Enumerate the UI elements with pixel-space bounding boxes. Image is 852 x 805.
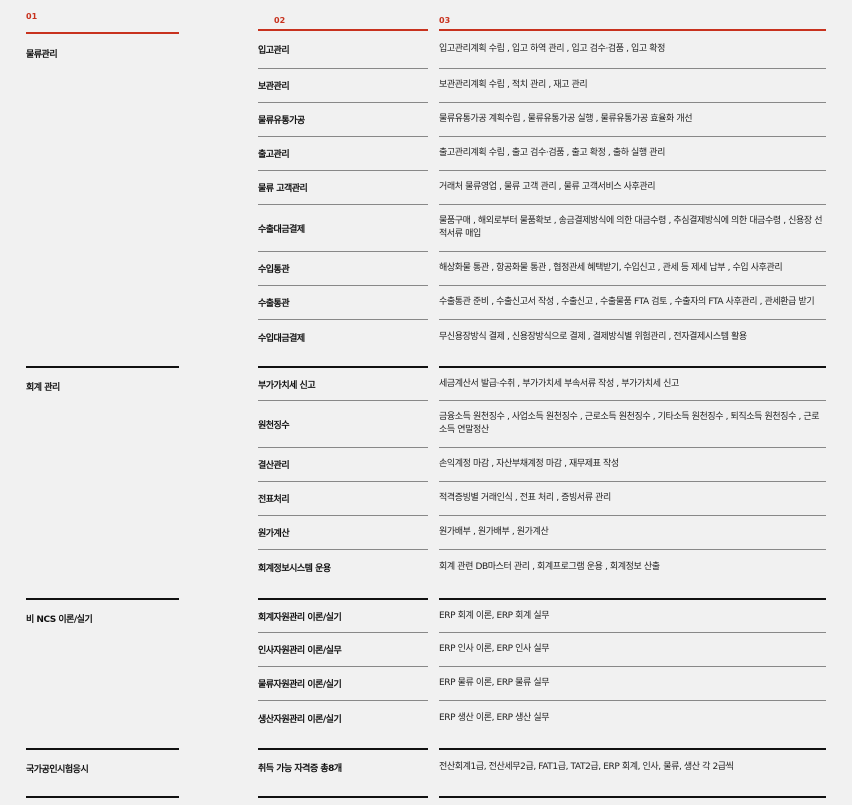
subject-description: 세금계산서 발급·수취 , 부가가치세 부속서류 작성 , 부가가치세 신고 bbox=[439, 366, 826, 400]
column-header-02: 02 bbox=[274, 16, 286, 25]
header-rule bbox=[258, 29, 428, 31]
subject-name: 결산관리 bbox=[258, 447, 428, 481]
table-row: 회계자원관리 이론/실기 ERP 회계 이론, ERP 회계 실무 bbox=[258, 598, 826, 632]
subject-description: 출고관리계획 수립 , 출고 검수·검품 , 출고 확정 , 출하 실행 관리 bbox=[439, 136, 826, 170]
subject-description: 수출통관 준비 , 수출신고서 작성 , 수출신고 , 수출물품 FTA 검토 … bbox=[439, 285, 826, 319]
subject-name: 원가계산 bbox=[258, 515, 428, 549]
section-title: 회계 관리 bbox=[26, 366, 179, 393]
table-row: 물류 고객관리 거래처 물류영업 , 물류 고객 관리 , 물류 고객서비스 사후… bbox=[258, 170, 826, 204]
column-header-03: 03 bbox=[439, 16, 451, 25]
subject-name: 출고관리 bbox=[258, 136, 428, 170]
table-row: 원천징수 금융소득 원천징수 , 사업소득 원천징수 , 근로소득 원천징수 , … bbox=[258, 400, 826, 447]
subject-name: 수입통관 bbox=[258, 251, 428, 285]
subject-name: 물류자원관리 이론/실기 bbox=[258, 666, 428, 700]
subject-name: 보관관리 bbox=[258, 68, 428, 102]
subject-name: 전표처리 bbox=[258, 481, 428, 515]
subject-description: 회계 관련 DB마스터 관리 , 회계프로그램 운용 , 회계정보 산출 bbox=[439, 549, 826, 596]
table-row: 수출통관 수출통관 준비 , 수출신고서 작성 , 수출신고 , 수출물품 FTA… bbox=[258, 285, 826, 319]
subject-description: 보관관리계획 수립 , 적치 관리 , 재고 관리 bbox=[439, 68, 826, 102]
subject-name: 입고관리 bbox=[258, 46, 290, 56]
subject-name: 물류 고객관리 bbox=[258, 170, 428, 204]
header-rule bbox=[439, 29, 826, 31]
subject-name: 물류유통가공 bbox=[258, 102, 428, 136]
table-row: 부가가치세 신고 세금계산서 발급·수취 , 부가가치세 부속서류 작성 , 부가… bbox=[258, 366, 826, 400]
section-title: 국가공인시험응시 bbox=[26, 748, 179, 775]
subject-name: 회계정보시스템 운용 bbox=[258, 549, 428, 596]
subject-description: ERP 생산 이론, ERP 생산 실무 bbox=[439, 700, 826, 747]
subject-name: 수출통관 bbox=[258, 285, 428, 319]
subject-name: 원천징수 bbox=[258, 400, 428, 447]
table-row: 전표처리 적격증빙별 거래인식 , 전표 처리 , 증빙서류 관리 bbox=[258, 481, 826, 515]
table-row: 출고관리 출고관리계획 수립 , 출고 검수·검품 , 출고 확정 , 출하 실행… bbox=[258, 136, 826, 170]
table-row: 물류유통가공 물류유통가공 계획수립 , 물류유통가공 실행 , 물류유통가공 효… bbox=[258, 102, 826, 136]
table-row: 생산자원관리 이론/실기 ERP 생산 이론, ERP 생산 실무 bbox=[258, 700, 826, 747]
table-row: 수입통관 해상화물 통관 , 항공화물 통관 , 협정관세 혜택받기, 수입신고 … bbox=[258, 251, 826, 285]
end-rule bbox=[258, 796, 428, 798]
subject-name: 수출대금결제 bbox=[258, 204, 428, 251]
header-rule bbox=[26, 32, 179, 34]
column-header-01: 01 bbox=[26, 12, 38, 21]
subject-description: 손익계정 마감 , 자산부채계정 마감 , 재무제표 작성 bbox=[439, 447, 826, 481]
subject-description: 전산회계1급, 전산세무2급, FAT1급, TAT2급, ERP 회계, 인사… bbox=[439, 748, 826, 795]
table-row: 인사자원관리 이론/실무 ERP 인사 이론, ERP 인사 실무 bbox=[258, 632, 826, 666]
subject-description: 적격증빙별 거래인식 , 전표 처리 , 증빙서류 관리 bbox=[439, 481, 826, 515]
subject-name: 부가가치세 신고 bbox=[258, 366, 428, 400]
end-rule bbox=[439, 796, 826, 798]
subject-description: 입고관리계획 수립 , 입고 하역 관리 , 입고 검수·검품 , 입고 확정 bbox=[439, 44, 666, 54]
subject-description: 금융소득 원천징수 , 사업소득 원천징수 , 근로소득 원천징수 , 기타소득… bbox=[439, 400, 826, 447]
end-rule bbox=[26, 796, 179, 798]
table-row: 결산관리 손익계정 마감 , 자산부채계정 마감 , 재무제표 작성 bbox=[258, 447, 826, 481]
subject-description: ERP 인사 이론, ERP 인사 실무 bbox=[439, 632, 826, 666]
table-row: 원가계산 원가배부 , 원가배부 , 원가계산 bbox=[258, 515, 826, 549]
table-row: 취득 가능 자격증 총8개 전산회계1급, 전산세무2급, FAT1급, TAT2… bbox=[258, 748, 826, 795]
table-row: 입고관리 입고관리계획 수립 , 입고 하역 관리 , 입고 검수·검품 , 입고… bbox=[258, 31, 826, 68]
section-title: 물류관리 bbox=[26, 50, 58, 60]
table-row: 보관관리 보관관리계획 수립 , 적치 관리 , 재고 관리 bbox=[258, 68, 826, 102]
subject-description: 무신용장방식 결제 , 신용장방식으로 결제 , 결제방식별 위험관리 , 전자… bbox=[439, 319, 826, 366]
subject-description: 물품구매 , 해외로부터 물품확보 , 송금결제방식에 의한 대금수령 , 추심… bbox=[439, 204, 826, 251]
subject-description: 물류유통가공 계획수립 , 물류유통가공 실행 , 물류유통가공 효율화 개선 bbox=[439, 102, 826, 136]
subject-description: ERP 물류 이론, ERP 물류 실무 bbox=[439, 666, 826, 700]
subject-description: 거래처 물류영업 , 물류 고객 관리 , 물류 고객서비스 사후관리 bbox=[439, 170, 826, 204]
subject-name: 생산자원관리 이론/실기 bbox=[258, 700, 428, 747]
subject-description: ERP 회계 이론, ERP 회계 실무 bbox=[439, 598, 826, 632]
subject-name: 수입대금결제 bbox=[258, 319, 428, 366]
table-row: 회계정보시스템 운용 회계 관련 DB마스터 관리 , 회계프로그램 운용 , 회… bbox=[258, 549, 826, 596]
subject-description: 해상화물 통관 , 항공화물 통관 , 협정관세 혜택받기, 수입신고 , 관세… bbox=[439, 251, 826, 285]
subject-name: 회계자원관리 이론/실기 bbox=[258, 598, 428, 632]
subject-name: 인사자원관리 이론/실무 bbox=[258, 632, 428, 666]
table-row: 수입대금결제 무신용장방식 결제 , 신용장방식으로 결제 , 결제방식별 위험관… bbox=[258, 319, 826, 366]
table-row: 물류자원관리 이론/실기 ERP 물류 이론, ERP 물류 실무 bbox=[258, 666, 826, 700]
subject-name: 취득 가능 자격증 총8개 bbox=[258, 748, 428, 795]
subject-description: 원가배부 , 원가배부 , 원가계산 bbox=[439, 515, 826, 549]
section-title: 비 NCS 이론/실기 bbox=[26, 598, 179, 625]
table-row: 수출대금결제 물품구매 , 해외로부터 물품확보 , 송금결제방식에 의한 대금수… bbox=[258, 204, 826, 251]
